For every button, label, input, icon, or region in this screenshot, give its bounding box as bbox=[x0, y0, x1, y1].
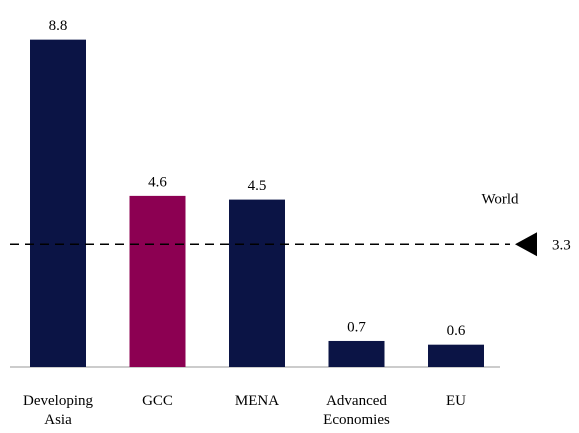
value-label: 8.8 bbox=[49, 18, 68, 34]
x-tick-label-box: MENA bbox=[234, 393, 280, 409]
bar bbox=[30, 39, 86, 367]
x-tick-label-box: Developing Asia bbox=[23, 393, 93, 428]
value-label: 0.7 bbox=[347, 319, 366, 335]
x-tick-label: MENA bbox=[234, 393, 280, 409]
x-tick-label-box: EU bbox=[446, 393, 466, 409]
x-tick-label-box: GCC bbox=[142, 393, 173, 409]
bar bbox=[428, 344, 484, 367]
x-tick-label: EU bbox=[446, 393, 466, 409]
x-tick-label: GCC bbox=[142, 393, 173, 409]
reference-value: 3.3 bbox=[552, 238, 571, 254]
x-tick-label: Developing Asia bbox=[23, 393, 93, 428]
reference-name: World bbox=[481, 192, 519, 208]
x-tick-label: Advanced Economies bbox=[323, 393, 390, 428]
bar bbox=[129, 195, 186, 367]
value-label: 4.6 bbox=[148, 174, 167, 190]
x-tick-label-box: Advanced Economies bbox=[323, 393, 390, 428]
bar bbox=[328, 340, 385, 367]
value-label: 4.5 bbox=[248, 178, 267, 194]
value-label: 0.6 bbox=[447, 323, 466, 339]
reference-marker bbox=[515, 232, 537, 257]
bar bbox=[229, 199, 285, 367]
